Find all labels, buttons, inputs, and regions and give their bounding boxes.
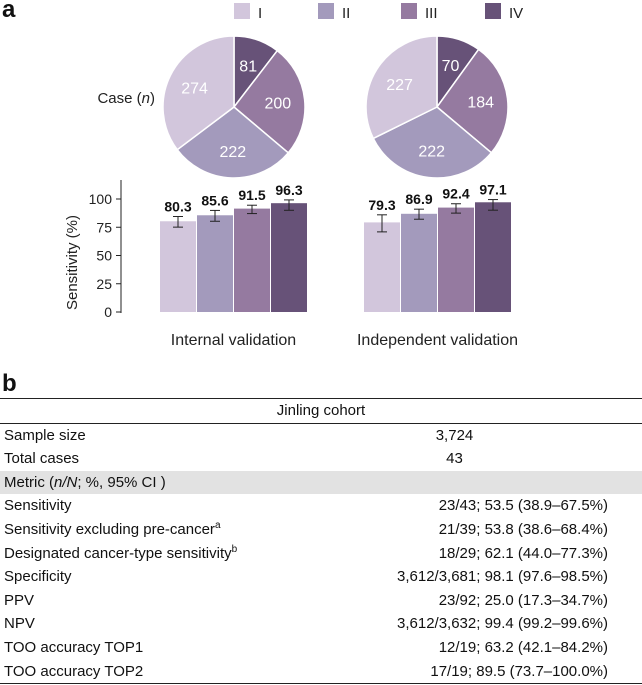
legend-label-II: II	[342, 5, 350, 22]
metric-label: NPV	[4, 615, 35, 633]
y-tick-label: 100	[89, 191, 113, 207]
pie-label-independent-IV: 70	[442, 58, 460, 75]
error-bar-internal-IV	[284, 199, 294, 211]
pie-label-independent-II: 222	[418, 144, 445, 161]
metric-value: 3,612/3,632; 99.4 (99.2–99.6%)	[397, 615, 608, 633]
table-header: Jinling cohort	[0, 398, 642, 424]
metric-label: Sensitivity excluding pre-cancera	[4, 519, 221, 538]
legend-swatch-III	[401, 3, 417, 19]
bar-internal-IV	[271, 203, 307, 312]
table-row: Total cases 43	[0, 447, 642, 471]
footnote-marker: b	[231, 543, 238, 555]
value-label-independent-III: 92.4	[442, 186, 469, 202]
table-row: PPV 23/92; 25.0 (17.3–34.7%)	[0, 589, 642, 613]
bar-independent-I	[364, 222, 400, 312]
table-row: NPV 3,612/3,632; 99.4 (99.2–99.6%)	[0, 612, 642, 636]
value-label-internal-I: 80.3	[164, 199, 191, 215]
pie-label-internal-I: 274	[181, 80, 208, 97]
bar-independent-II	[401, 213, 437, 312]
y-tick-label: 25	[96, 276, 112, 292]
y-tick-label: 50	[96, 248, 112, 264]
row-label: Sample size	[4, 426, 86, 444]
table-header-row: Jinling cohort	[0, 398, 642, 424]
pie-slice-independent-II	[372, 106, 493, 179]
panel-label-a: a	[2, 0, 16, 23]
table-row: Sample size 3,724	[0, 423, 642, 447]
metric-header-row: Metric (n/N; %, 95% CI )	[0, 470, 642, 495]
bar-internal-III	[234, 208, 270, 312]
value-label-internal-III: 91.5	[238, 187, 265, 203]
legend-swatch-I	[234, 3, 250, 19]
bar-independent-IV	[475, 202, 511, 312]
pie-slice-independent-III	[435, 48, 509, 154]
metric-label: TOO accuracy TOP2	[0, 659, 393, 685]
table-row: Sensitivity excluding pre-cancera 21/39;…	[0, 518, 642, 542]
pie-slice-internal-II	[176, 106, 290, 179]
value-label-internal-IV: 96.3	[275, 182, 302, 198]
panel-label-b: b	[2, 370, 17, 397]
metric-label: TOO accuracy TOP1	[4, 638, 144, 656]
row-value: 43	[446, 450, 463, 468]
legend-label-I: I	[258, 5, 262, 22]
error-bar-internal-III	[247, 204, 257, 215]
value-label-internal-II: 85.6	[201, 192, 228, 208]
group-label-independent: Independent validation	[357, 332, 518, 349]
legend-swatch-IV	[485, 3, 501, 19]
pie-slice-independent-I	[365, 35, 438, 140]
y-tick-label: 0	[104, 304, 112, 320]
table-row: Designated cancer-type sensitivityb 18/2…	[0, 542, 642, 566]
pie-label-internal-III: 200	[264, 95, 291, 112]
error-bar-independent-II	[414, 208, 424, 220]
bar-internal-II	[197, 215, 233, 312]
pie-label-internal-IV: 81	[239, 58, 257, 75]
metric-header-prefix: Metric (	[4, 473, 54, 491]
metric-value: 17/19; 89.5 (73.7–100.0%)	[393, 659, 642, 685]
metric-value: 18/29; 62.1 (44.0–77.3%)	[438, 544, 608, 562]
value-label-independent-IV: 97.1	[479, 182, 506, 198]
metric-label: Specificity	[4, 568, 72, 586]
table-row: Sensitivity 23/43; 53.5 (38.9–67.5%)	[0, 494, 642, 518]
pie-slice-internal-I	[162, 35, 235, 151]
row-value: 3,724	[435, 426, 474, 444]
table-row: TOO accuracy TOP2 17/19; 89.5 (73.7–100.…	[0, 659, 642, 685]
legend-label-III: III	[425, 5, 438, 22]
table-row: TOO accuracy TOP1 12/19; 63.2 (42.1–84.2…	[0, 636, 642, 660]
y-axis-title: Sensitivity (%)	[64, 215, 81, 310]
row-label: Total cases	[4, 450, 80, 468]
metric-header-suffix: ; %, 95% CI )	[77, 473, 166, 491]
error-bar-internal-II	[210, 209, 220, 222]
metric-label: Designated cancer-type sensitivityb	[4, 543, 238, 562]
error-bar-independent-III	[451, 203, 461, 214]
bar-independent-III	[438, 207, 474, 312]
metric-value: 3,612/3,681; 98.1 (97.6–98.5%)	[397, 568, 608, 586]
metric-header: Metric (n/N; %, 95% CI )	[0, 470, 642, 495]
error-bar-internal-I	[173, 216, 183, 228]
error-bar-independent-I	[377, 214, 387, 233]
metric-value: 23/92; 25.0 (17.3–34.7%)	[438, 591, 608, 609]
metric-label: PPV	[4, 591, 35, 609]
table-row: Specificity 3,612/3,681; 98.1 (97.6–98.5…	[0, 565, 642, 589]
bar-internal-I	[160, 221, 196, 312]
value-label-independent-II: 86.9	[405, 191, 432, 207]
error-bar-independent-IV	[488, 199, 498, 211]
pie-title: Case (n)	[97, 90, 155, 107]
pie-label-independent-I: 227	[386, 77, 413, 94]
legend-label-IV: IV	[509, 5, 523, 22]
y-tick-label: 75	[96, 219, 112, 235]
legend-swatch-II	[318, 3, 334, 19]
group-label-internal: Internal validation	[171, 332, 296, 349]
metric-value: 21/39; 53.8 (38.6–68.4%)	[438, 520, 608, 538]
value-label-independent-I: 79.3	[368, 197, 395, 213]
metric-header-italic: n/N	[54, 473, 78, 491]
pie-label-internal-II: 222	[219, 144, 246, 161]
metric-value: 23/43; 53.5 (38.9–67.5%)	[438, 497, 608, 515]
jinling-cohort-table: Jinling cohort Sample size 3,724 Total c…	[0, 398, 642, 685]
metric-label: Sensitivity	[4, 497, 72, 515]
footnote-marker: a	[214, 519, 221, 531]
pie-slice-internal-III	[232, 49, 306, 154]
metric-value: 12/19; 63.2 (42.1–84.2%)	[438, 638, 608, 656]
pie-label-independent-III: 184	[467, 95, 494, 112]
